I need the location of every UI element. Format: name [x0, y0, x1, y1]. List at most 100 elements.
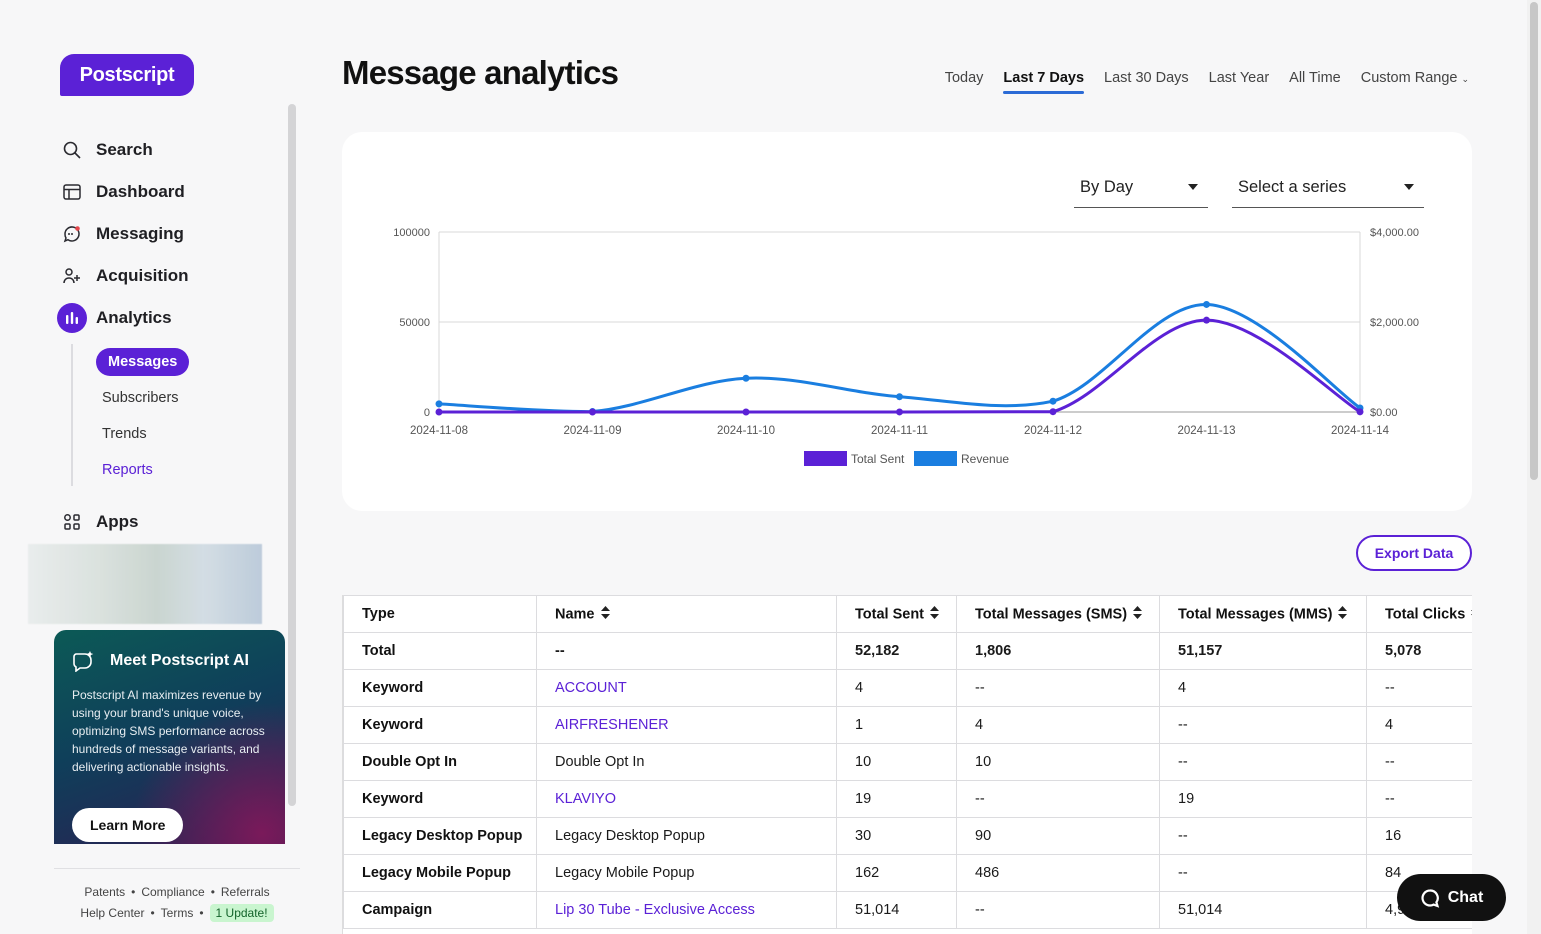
footer-link-help-center[interactable]: Help Center: [80, 906, 145, 920]
row-name-link[interactable]: KLAVIYO: [555, 791, 616, 807]
table-cell-mms: --: [1159, 706, 1367, 744]
column-header[interactable]: Total Messages (MMS): [1159, 595, 1367, 633]
nav-item-acquisition[interactable]: Acquisition: [60, 258, 189, 294]
nav-item-messaging[interactable]: Messaging: [60, 216, 184, 252]
data-point: [435, 400, 443, 408]
table-cell-type: Legacy Mobile Popup: [343, 854, 537, 892]
ai-promo-title: Meet Postscript AI: [72, 650, 267, 672]
footer-link-terms[interactable]: Terms: [160, 906, 194, 920]
subnav-item-trends[interactable]: Trends: [102, 426, 147, 442]
subnav-item-messages[interactable]: Messages: [96, 348, 190, 376]
export-data-button[interactable]: Export Data: [1356, 535, 1472, 571]
table-cell-sent: 162: [836, 854, 957, 892]
table-cell-sms: 1,806: [956, 632, 1160, 670]
ai-promo-card: Meet Postscript AI Postscript AI maximiz…: [54, 630, 285, 844]
y-right-tick-label: $4,000.00: [1370, 227, 1419, 239]
x-tick-label: 2024-11-09: [564, 425, 622, 437]
subnav-item-reports[interactable]: Reports: [102, 462, 153, 478]
data-point: [1049, 397, 1057, 405]
chat-button[interactable]: Chat: [1397, 874, 1506, 921]
table-cell-name: KLAVIYO: [536, 780, 837, 818]
table-row: Total -- 52,182 1,806 51,157 5,078: [343, 632, 1472, 670]
table-cell-name: Lip 30 Tube - Exclusive Access: [536, 891, 837, 929]
sparkle-icon: [72, 650, 96, 672]
sort-icon[interactable]: [1338, 605, 1348, 623]
grouping-select[interactable]: By Day: [1074, 168, 1208, 208]
tab-last-7-days[interactable]: Last 7 Days: [1003, 70, 1084, 94]
subnav-item-subscribers[interactable]: Subscribers: [102, 390, 179, 406]
dashboard-icon: [60, 180, 84, 204]
table-cell-mms: 51,014: [1159, 891, 1367, 929]
sort-icon[interactable]: [930, 605, 940, 623]
data-point: [1356, 408, 1364, 416]
table-row: Double Opt In Double Opt In 10 10 -- --: [343, 743, 1472, 781]
nav-label: Apps: [96, 512, 139, 531]
sidebar: Postscript Search Dashboard Messaging Ac…: [0, 0, 300, 934]
postscript-logo[interactable]: Postscript: [60, 54, 194, 96]
table-cell-type: Campaign: [343, 891, 537, 929]
column-header[interactable]: Total Messages (SMS): [956, 595, 1160, 633]
page-scrollbar-thumb[interactable]: [1530, 2, 1538, 480]
column-header[interactable]: Total Sent: [836, 595, 957, 633]
analytics-table-container[interactable]: Type Name Total Sent Total Messages (SMS) To…: [342, 595, 1472, 934]
table-cell-type: Total: [343, 632, 537, 670]
table-cell-type: Legacy Desktop Popup: [343, 817, 537, 855]
nav-item-apps[interactable]: Apps: [60, 504, 139, 540]
nav-label: Messaging: [96, 224, 184, 243]
table-cell-sent: 51,014: [836, 891, 957, 929]
data-point: [742, 408, 750, 416]
table-row: Keyword AIRFRESHENER 1 4 -- 4: [343, 706, 1472, 744]
row-name-link[interactable]: ACCOUNT: [555, 680, 627, 696]
table-cell-type: Keyword: [343, 780, 537, 818]
nav-item-search[interactable]: Search: [60, 132, 153, 168]
table-row: Legacy Mobile Popup Legacy Mobile Popup 16…: [343, 854, 1472, 892]
table-cell-sms: --: [956, 891, 1160, 929]
table-cell-type: Keyword: [343, 669, 537, 707]
footer-link-compliance[interactable]: Compliance: [141, 885, 205, 899]
x-tick-label: 2024-11-10: [717, 425, 775, 437]
row-name-link[interactable]: Lip 30 Tube - Exclusive Access: [555, 902, 755, 918]
tab-all-time[interactable]: All Time: [1289, 70, 1341, 86]
update-badge[interactable]: 1 Update!: [209, 904, 274, 922]
table-cell-sent: 52,182: [836, 632, 957, 670]
table-cell-sent: 10: [836, 743, 957, 781]
sort-icon[interactable]: [1471, 606, 1472, 623]
sort-icon[interactable]: [1133, 605, 1143, 623]
learn-more-button[interactable]: Learn More: [72, 808, 184, 842]
y-right-tick-label: $0.00: [1370, 407, 1398, 419]
nav-item-dashboard[interactable]: Dashboard: [60, 174, 185, 210]
ai-promo-title-text: Meet Postscript AI: [110, 652, 249, 669]
chat-label: Chat: [1447, 888, 1484, 906]
legend-label: Revenue: [961, 452, 1009, 466]
tab-last-30-days[interactable]: Last 30 Days: [1104, 70, 1189, 86]
column-header[interactable]: Name: [536, 595, 837, 633]
table-cell-mms: 51,157: [1159, 632, 1367, 670]
footer-link-referrals[interactable]: Referrals: [220, 885, 270, 899]
nav-item-analytics[interactable]: Analytics: [57, 300, 172, 336]
tab-last-year[interactable]: Last Year: [1208, 70, 1270, 86]
tab-today[interactable]: Today: [944, 70, 984, 86]
sort-icon[interactable]: [600, 605, 610, 623]
row-name-link[interactable]: AIRFRESHENER: [555, 717, 669, 733]
table-cell-sms: 10: [956, 743, 1160, 781]
page-scrollbar[interactable]: [1527, 0, 1541, 934]
table-cell-clicks: 5,078: [1366, 632, 1472, 670]
subnav-rail: [71, 344, 73, 486]
table-cell-mms: --: [1159, 854, 1367, 892]
chat-bubble-icon: [1421, 888, 1439, 908]
tab-custom-range[interactable]: Custom Range ⌄: [1361, 70, 1469, 94]
sidebar-scrollbar[interactable]: [288, 104, 296, 806]
nav-label: Analytics: [96, 308, 172, 327]
data-point: [1203, 300, 1210, 308]
series-select[interactable]: Select a series: [1232, 168, 1424, 208]
nav-label: Search: [96, 140, 153, 159]
table-cell-clicks: --: [1366, 669, 1472, 707]
table-cell-name: --: [536, 632, 837, 670]
nav-label: Acquisition: [96, 266, 189, 285]
table-cell-name: AIRFRESHENER: [536, 706, 837, 744]
footer-link-patents[interactable]: Patents: [84, 885, 126, 899]
column-header[interactable]: Total Clicks: [1366, 595, 1472, 633]
line-chart: 100000 $4,000.00 50000 $2,000.00 0 $0.00 2024-…: [393, 227, 1419, 466]
x-tick-label: 2024-11-13: [1178, 425, 1236, 437]
table-cell-type: Double Opt In: [343, 743, 537, 781]
